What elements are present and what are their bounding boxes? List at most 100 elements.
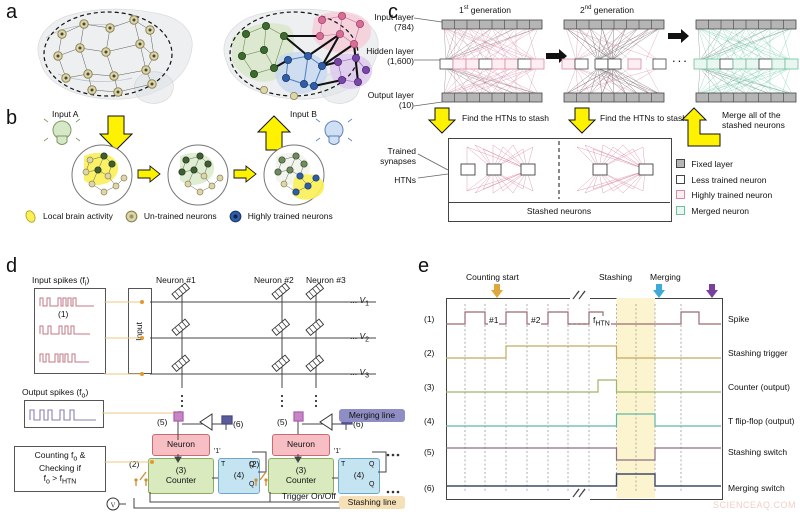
waveform-spike — [446, 311, 721, 325]
panel-e-letter: e — [418, 255, 430, 277]
fixed-layer-swatch — [676, 159, 685, 168]
legend-row-fixed-layer: Fixed layer — [676, 158, 772, 171]
input-b-label: Input B — [290, 109, 317, 119]
arrow-merge — [680, 107, 721, 147]
counting-box: Counting fo & Checking if fo > fHTN — [14, 446, 106, 492]
legend-label-untrained: Un-trained neurons — [143, 210, 217, 221]
neuron-1-label: Neuron #1 — [156, 275, 196, 285]
marker-5-label-2: (5) — [277, 417, 288, 427]
spike-annotation-1: #1 — [488, 315, 500, 326]
generation-1-title: 1st generation — [459, 5, 511, 15]
output-spike-train — [29, 409, 96, 421]
network-merged — [693, 19, 799, 103]
arrow-down-yellow — [98, 115, 134, 151]
row-label-merging-switch: Merging switch — [728, 483, 785, 493]
row-index-6: (6) — [424, 483, 435, 493]
spike-annotation-2: #2 — [530, 315, 542, 326]
tff-block-1[interactable]: (4) — [218, 458, 260, 494]
highly-trained-neurons-icon — [229, 210, 242, 223]
event-label-stashing: Stashing — [599, 272, 633, 282]
one-label-2: '1' — [334, 448, 341, 455]
tff-t-label-2: T — [341, 461, 346, 468]
counter-block-2[interactable]: (3) Counter — [268, 458, 334, 494]
legend-row-highly-trained: Highly trained neuron — [676, 189, 772, 202]
row-index-1: (1) — [424, 314, 435, 324]
flow-label-2: Find the HTNs to stash — [600, 113, 687, 123]
panel-c-letter: c — [388, 1, 398, 23]
row-label-stashing-trigger: Stashing trigger — [728, 348, 788, 358]
timing-diagram — [446, 290, 721, 500]
network-circle-1 — [71, 144, 133, 206]
waveform-t-flip-flop — [446, 413, 721, 427]
counter-block-1[interactable]: (3) Counter — [148, 458, 214, 494]
marker-2-label-1: (2) — [129, 459, 140, 469]
input-a-label: Input A — [52, 109, 79, 119]
row-index-5: (5) — [424, 447, 435, 457]
bulb-icon-b — [315, 118, 353, 145]
less-trained-swatch — [676, 174, 685, 184]
flow-label-3: Merge all of the stashed neurons — [722, 110, 785, 131]
tff-q-label-2: Q — [369, 461, 375, 468]
brain-left — [37, 8, 193, 104]
arrow-up-yellow — [256, 115, 292, 151]
panel-b-legend: Local brain activity Un-trained neurons … — [24, 210, 333, 223]
row-label-t-flip-flop: T flip-flop (output) — [728, 416, 795, 426]
panel-b-letter: b — [6, 107, 18, 129]
merged-neuron-swatch — [676, 205, 685, 215]
voltage-1-label: ... V1 — [350, 295, 370, 308]
event-label-merging: Merging — [650, 272, 681, 282]
network-generation-2 — [561, 19, 667, 103]
legend-label-highly-trained: Highly trained neurons — [247, 210, 333, 221]
marker-6-label-2: (6) — [353, 419, 364, 429]
arrow-right-2 — [233, 165, 257, 183]
un-trained-neurons-icon — [125, 210, 138, 223]
arrow-stash-2 — [567, 107, 597, 134]
tff-q-label-1: Q — [249, 461, 255, 468]
voltage-2-label: ... V2 — [350, 331, 370, 344]
tff-block-2[interactable]: (4) — [338, 458, 380, 494]
merging-line-label: Merging line — [339, 409, 405, 422]
row-index-2: (2) — [424, 348, 435, 358]
neuron-block-2[interactable]: Neuron — [272, 434, 330, 456]
marker-5-label-1: (5) — [157, 417, 168, 427]
trigger-on-off-label: Trigger On/Off — [282, 491, 336, 501]
output-layer-label: Output layer (10) — [367, 90, 414, 111]
waveform-counter-output — [446, 379, 721, 393]
waveform-merging-switch — [446, 473, 721, 487]
generation-2-title: 2nd generation — [580, 5, 634, 15]
arrow-gen2-final — [668, 29, 689, 43]
voltage-3-label: ... V3 — [350, 367, 370, 380]
waveform-stashing-trigger — [446, 345, 721, 359]
waveform-stashing-switch — [446, 447, 721, 461]
stashed-neurons-caption: Stashed neurons — [448, 202, 670, 221]
htns-label: HTNs — [394, 175, 416, 185]
legend-row-less-trained: Less trained neuron — [676, 174, 772, 187]
output-spikes-label: Output spikes (fo) — [22, 387, 89, 400]
arrow-stash-1 — [427, 107, 457, 134]
local-brain-activity-icon — [25, 210, 36, 223]
panel-a-letter: a — [6, 1, 18, 23]
legend-label-local-activity: Local brain activity — [43, 210, 113, 221]
row-index-3: (3) — [424, 382, 435, 392]
stash-leader-lines — [417, 153, 449, 179]
tff-qbar-label-2: Q — [369, 481, 375, 488]
panel-d-letter: d — [6, 255, 18, 277]
marker-2-label-2: (2) — [249, 459, 260, 469]
tff-t-label-1: T — [221, 461, 226, 468]
crossbar-array — [104, 282, 376, 408]
highly-trained-swatch — [676, 190, 685, 199]
watermark: SCIENCEAQ.COM — [712, 500, 796, 510]
flow-label-1: Find the HTNs to stash — [462, 113, 549, 123]
timing-diagram-frame — [446, 298, 723, 500]
input-spikes-label: Input spikes (fi) — [32, 275, 90, 288]
marker-6-label-1: (6) — [233, 419, 244, 429]
row-label-stashing-switch: Stashing switch — [728, 447, 788, 457]
stashed-neurons-graphic — [460, 141, 654, 199]
legend-row-merged: Merged neuron — [676, 205, 772, 218]
trained-synapses-label: Trained synapses — [380, 146, 416, 167]
input-layer-label: Input layer (784) — [374, 12, 414, 33]
neuron-block-1[interactable]: Neuron — [152, 434, 210, 456]
panel-c-legend: Fixed layer Less trained neuron Highly t… — [676, 158, 772, 220]
neuron-3-label: Neuron #3 — [306, 275, 346, 285]
row-label-counter-output: Counter (output) — [728, 382, 790, 392]
